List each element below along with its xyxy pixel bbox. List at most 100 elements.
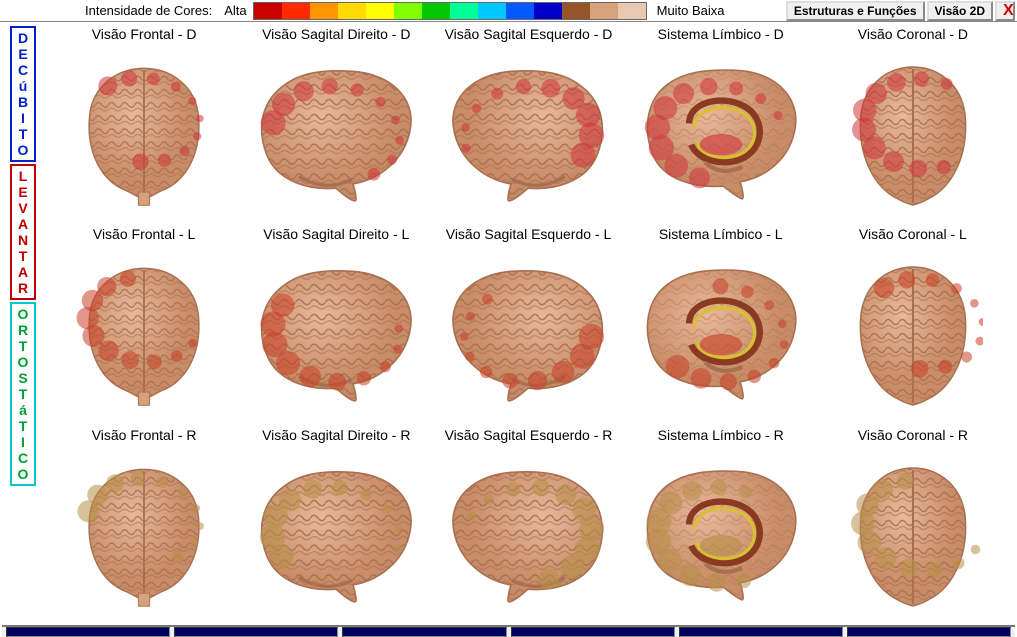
- brain-cell-title: Visão Coronal - R: [858, 427, 968, 443]
- brain-image[interactable]: [69, 246, 219, 422]
- statusbar-segment: [847, 627, 1011, 637]
- posture-letter: L: [19, 168, 28, 184]
- brain-image[interactable]: [843, 246, 983, 422]
- posture-letter: A: [18, 216, 28, 232]
- spectrum-swatch: [590, 3, 618, 19]
- posture-letter: I: [21, 434, 25, 450]
- spectrum-swatch: [310, 3, 338, 19]
- posture-letter: á: [19, 402, 27, 418]
- brain-views-grid: Visão Frontal - D Visão Sagital Direito …: [50, 26, 1007, 623]
- brain-cell: Sistema Límbico - D: [627, 26, 815, 222]
- brain-image[interactable]: [443, 46, 613, 222]
- brain-cell: Visão Sagital Esquerdo - L: [434, 226, 622, 422]
- brain-image[interactable]: [843, 447, 983, 623]
- intensity-high-label: Alta: [218, 3, 252, 18]
- posture-letter: O: [18, 306, 29, 322]
- brain-image[interactable]: [251, 46, 421, 222]
- brain-cell-title: Visão Sagital Direito - D: [262, 26, 410, 42]
- brain-cell-title: Sistema Límbico - L: [659, 226, 783, 242]
- posture-ortostático[interactable]: ORTOSTáTICO: [10, 302, 36, 486]
- intensity-label: Intensidade de Cores:: [0, 3, 218, 18]
- brain-cell: Visão Sagital Direito - L: [242, 226, 430, 422]
- spectrum-swatch: [450, 3, 478, 19]
- structures-functions-button[interactable]: Estruturas e Funções: [786, 1, 925, 21]
- brain-cell-title: Visão Frontal - D: [92, 26, 197, 42]
- brain-image[interactable]: [69, 46, 219, 222]
- brain-cell: Visão Coronal - L: [819, 226, 1007, 422]
- brain-cell-title: Visão Sagital Esquerdo - D: [445, 26, 613, 42]
- posture-letter: A: [18, 264, 28, 280]
- spectrum-swatch: [366, 3, 394, 19]
- statusbar-segment: [511, 627, 675, 637]
- brain-cell-title: Visão Sagital Esquerdo - L: [446, 226, 612, 242]
- statusbar-segment: [6, 627, 170, 637]
- brain-cell-title: Visão Frontal - R: [92, 427, 197, 443]
- spectrum-swatch: [282, 3, 310, 19]
- posture-letter: O: [18, 142, 29, 158]
- brain-cell-title: Visão Sagital Direito - R: [262, 427, 410, 443]
- intensity-low-label: Muito Baixa: [647, 3, 735, 18]
- posture-letter: C: [18, 450, 28, 466]
- brain-cell: Sistema Límbico - L: [627, 226, 815, 422]
- brain-image[interactable]: [636, 46, 806, 222]
- brain-image[interactable]: [251, 447, 421, 623]
- brain-cell-title: Visão Coronal - D: [858, 26, 968, 42]
- view-2d-button[interactable]: Visão 2D: [927, 1, 993, 21]
- posture-letter: R: [18, 280, 28, 296]
- posture-letter: D: [18, 30, 28, 46]
- brain-image[interactable]: [843, 46, 983, 222]
- posture-letter: C: [18, 62, 28, 78]
- spectrum-swatch: [534, 3, 562, 19]
- brain-image[interactable]: [69, 447, 219, 623]
- posture-letter: O: [18, 354, 29, 370]
- posture-letter: T: [19, 418, 28, 434]
- spectrum-swatch: [338, 3, 366, 19]
- posture-levantar[interactable]: LEVANTAR: [10, 164, 36, 300]
- brain-cell: Visão Coronal - R: [819, 427, 1007, 623]
- brain-image[interactable]: [251, 246, 421, 422]
- posture-letter: E: [18, 46, 27, 62]
- status-bar: [2, 625, 1015, 637]
- statusbar-segment: [174, 627, 338, 637]
- spectrum-swatch: [618, 3, 646, 19]
- posture-letter: I: [21, 110, 25, 126]
- posture-letter: V: [18, 200, 27, 216]
- posture-decúbito[interactable]: DECúBITO: [10, 26, 36, 162]
- brain-cell-title: Visão Sagital Esquerdo - R: [445, 427, 613, 443]
- brain-cell: Visão Frontal - D: [50, 26, 238, 222]
- posture-letter: B: [18, 94, 28, 110]
- posture-letter: T: [19, 338, 28, 354]
- brain-image[interactable]: [636, 447, 806, 623]
- brain-cell: Visão Frontal - R: [50, 427, 238, 623]
- brain-cell: Visão Sagital Direito - R: [242, 427, 430, 623]
- posture-letter: S: [18, 370, 27, 386]
- posture-letter: T: [19, 386, 28, 402]
- posture-sidebar: DECúBITOLEVANTARORTOSTáTICO: [10, 26, 36, 488]
- brain-cell-title: Sistema Límbico - D: [658, 26, 784, 42]
- statusbar-segment: [679, 627, 843, 637]
- posture-letter: ú: [19, 78, 28, 94]
- brain-cell: Sistema Límbico - R: [627, 427, 815, 623]
- brain-image[interactable]: [443, 246, 613, 422]
- brain-cell-title: Visão Sagital Direito - L: [263, 226, 409, 242]
- spectrum-swatch: [562, 3, 590, 19]
- brain-cell: Visão Coronal - D: [819, 26, 1007, 222]
- brain-cell: Visão Frontal - L: [50, 226, 238, 422]
- brain-cell-title: Visão Coronal - L: [859, 226, 967, 242]
- color-spectrum: [253, 2, 647, 20]
- spectrum-swatch: [506, 3, 534, 19]
- posture-letter: N: [18, 232, 28, 248]
- close-button[interactable]: X: [995, 1, 1015, 21]
- brain-image[interactable]: [636, 246, 806, 422]
- spectrum-swatch: [422, 3, 450, 19]
- brain-cell: Visão Sagital Direito - D: [242, 26, 430, 222]
- brain-cell-title: Visão Frontal - L: [93, 226, 195, 242]
- spectrum-swatch: [478, 3, 506, 19]
- brain-image[interactable]: [443, 447, 613, 623]
- posture-letter: T: [19, 126, 28, 142]
- posture-letter: O: [18, 466, 29, 482]
- posture-letter: R: [18, 322, 28, 338]
- spectrum-swatch: [394, 3, 422, 19]
- top-toolbar: Intensidade de Cores: Alta Muito Baixa E…: [0, 0, 1017, 22]
- spectrum-swatch: [254, 3, 282, 19]
